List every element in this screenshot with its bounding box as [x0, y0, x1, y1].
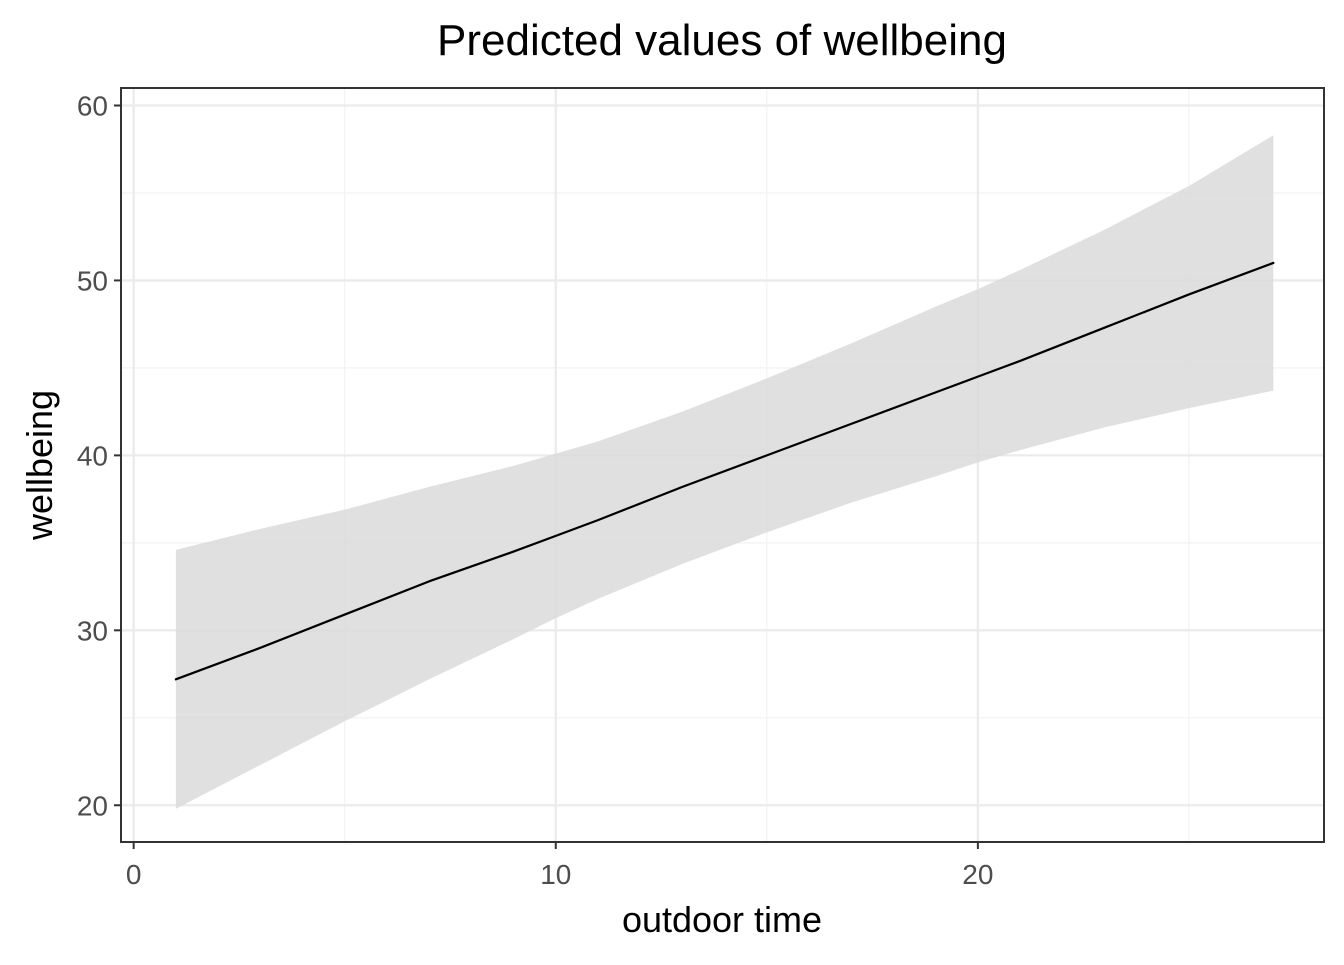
- line-layer: [174, 261, 1275, 681]
- frame-layer: [120, 87, 1325, 843]
- y-tick-layer: 20 30 40 50 60: [77, 90, 121, 821]
- y-tick-label: 30: [77, 615, 108, 646]
- y-tick-label: 40: [77, 440, 108, 471]
- x-tick-label: 0: [126, 859, 142, 890]
- chart-title: Predicted values of wellbeing: [437, 16, 1007, 65]
- x-tick-label: 10: [540, 859, 571, 890]
- panel-border: [120, 87, 1325, 843]
- x-tick-label: 20: [962, 859, 993, 890]
- prediction-line: [174, 261, 1275, 681]
- y-axis-title: wellbeing: [19, 390, 60, 541]
- x-tick-layer: 0 10 20: [126, 842, 993, 890]
- y-tick-label: 50: [77, 265, 108, 296]
- x-axis-title: outdoor time: [622, 899, 822, 940]
- y-tick-label: 20: [77, 790, 108, 821]
- y-tick-label: 60: [77, 90, 108, 121]
